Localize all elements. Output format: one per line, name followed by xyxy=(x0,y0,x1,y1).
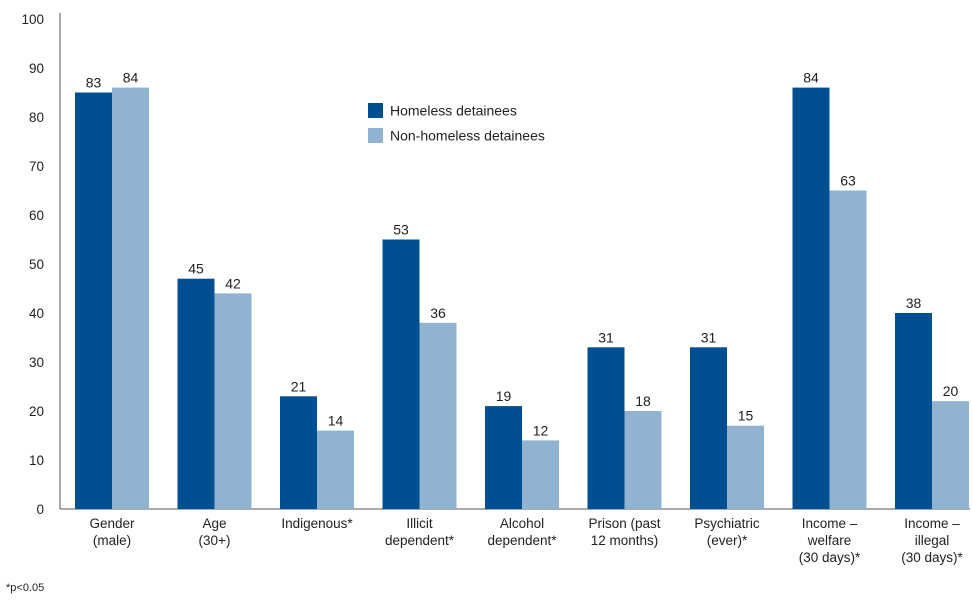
data-label: 45 xyxy=(188,261,204,277)
bar-non-homeless xyxy=(932,401,969,509)
data-label: 21 xyxy=(291,378,307,394)
bar-homeless xyxy=(587,347,625,509)
bar-non-homeless xyxy=(112,87,149,509)
data-label: 42 xyxy=(225,275,241,291)
bar-non-homeless xyxy=(624,411,662,509)
bar-non-homeless xyxy=(522,440,559,509)
y-tick-label: 40 xyxy=(29,306,44,321)
bar-homeless xyxy=(75,92,112,509)
y-tick-label: 50 xyxy=(29,257,44,272)
data-label: 84 xyxy=(123,70,139,86)
data-label: 15 xyxy=(738,408,754,424)
bar-homeless xyxy=(690,347,727,509)
bar-non-homeless xyxy=(829,190,867,509)
data-labels: 83 84 45 42 21 14 53 36 19 12 31 18 31 15 84 63 38 20 xyxy=(86,70,959,439)
category-label: Age (30+) xyxy=(199,516,231,548)
legend-label: Homeless detainees xyxy=(390,103,517,119)
bar-non-homeless xyxy=(317,430,354,509)
legend-swatch xyxy=(368,103,383,118)
category-label: Indigenous* xyxy=(281,516,353,531)
data-label: 14 xyxy=(328,413,344,429)
data-label: 38 xyxy=(906,295,922,311)
y-tick-label: 70 xyxy=(29,159,44,174)
data-label: 36 xyxy=(430,305,446,321)
data-label: 31 xyxy=(598,329,614,345)
y-tick-label: 90 xyxy=(29,61,44,76)
data-label: 18 xyxy=(635,393,651,409)
data-label: 12 xyxy=(533,422,549,438)
legend-label: Non-homeless detainees xyxy=(390,128,545,144)
footnote: *p<0.05 xyxy=(6,582,45,594)
legend: Homeless detainees Non-homeless detainees xyxy=(368,103,545,144)
bar-homeless xyxy=(792,87,830,509)
y-tick-label: 0 xyxy=(36,502,44,517)
category-label: Alcohol dependent* xyxy=(487,516,557,548)
data-label: 19 xyxy=(496,388,512,404)
y-tick-label: 60 xyxy=(29,208,44,223)
category-label: Illicit dependent* xyxy=(385,516,455,548)
category-label: Prison (past 12 months) xyxy=(588,516,660,548)
bar-homeless xyxy=(485,406,522,509)
bar-homeless xyxy=(382,239,420,509)
data-label: 84 xyxy=(803,70,819,86)
y-tick-label: 10 xyxy=(29,453,44,468)
category-label: Psychiatric (ever)* xyxy=(694,516,760,548)
y-tick-label: 20 xyxy=(29,404,44,419)
bar-non-homeless xyxy=(214,293,252,509)
data-label: 53 xyxy=(393,222,409,238)
bar-homeless xyxy=(280,396,317,509)
bar-homeless xyxy=(895,313,932,509)
y-tick-label: 100 xyxy=(21,12,44,27)
category-label: Income – welfare (30 days)* xyxy=(799,516,861,565)
category-label: Income – illegal (30 days)* xyxy=(901,516,963,565)
legend-swatch xyxy=(368,128,383,143)
bar-non-homeless xyxy=(419,322,457,509)
y-tick-label: 30 xyxy=(29,355,44,370)
data-label: 20 xyxy=(943,383,959,399)
data-label: 63 xyxy=(840,173,856,189)
category-labels: Gender (male) Age (30+) Indigenous* Illicit de… xyxy=(89,516,963,565)
data-label: 31 xyxy=(701,329,717,345)
y-tick-label: 80 xyxy=(29,110,44,125)
bar-homeless xyxy=(177,278,215,509)
bar-non-homeless xyxy=(727,425,764,509)
category-label: Gender (male) xyxy=(89,516,135,548)
bars xyxy=(75,87,969,509)
data-label: 83 xyxy=(86,75,102,91)
